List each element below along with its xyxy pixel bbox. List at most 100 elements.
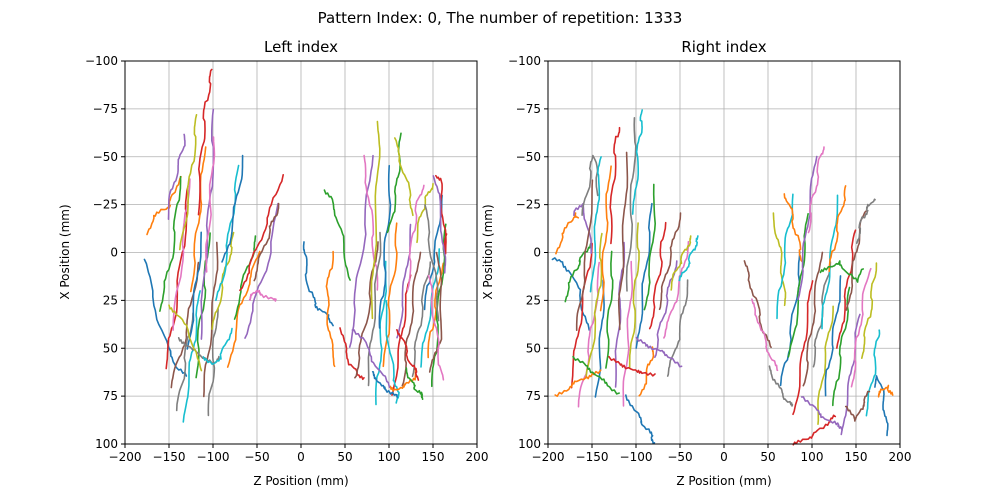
left-trajectory-line	[382, 222, 398, 368]
right-trajectory-line	[625, 394, 656, 445]
right-trajectory-line	[800, 396, 843, 431]
right-trajectory-line	[608, 355, 656, 377]
right-trajectory-line	[779, 251, 801, 387]
left-trajectory-line	[325, 250, 336, 368]
right-trajectory-line	[622, 260, 633, 407]
left-trajectory-line	[406, 184, 425, 291]
right-trajectory-line	[577, 261, 600, 408]
left-trajectory-line	[226, 250, 261, 368]
right-trajectory-line	[850, 267, 872, 388]
right-trajectory-line	[797, 155, 818, 301]
right-trajectory-line	[555, 212, 580, 255]
right-x-tick-label: 150	[845, 450, 868, 464]
left-trajectory-line	[302, 241, 334, 327]
left-trajectory-line	[339, 327, 365, 381]
right-trajectory-line	[819, 260, 864, 283]
right-trajectory-line	[678, 235, 699, 282]
right-y-ticks: −100 −75 −50 −25 0 25 50 75 100	[508, 54, 548, 451]
left-trajectory-line	[323, 189, 351, 281]
right-y-tick-label: 25	[526, 293, 541, 307]
right-trajectory-line	[783, 193, 803, 263]
right-y-tick-label: 75	[526, 389, 541, 403]
left-trajectory-line	[428, 251, 443, 373]
right-trajectory-line	[581, 154, 599, 216]
left-x-axis-label: Z Position (mm)	[253, 474, 348, 488]
right-trajectory-line	[828, 185, 847, 273]
left-trajectory-line	[424, 204, 440, 322]
right-trajectory-line	[663, 240, 690, 339]
left-trajectory-line	[375, 260, 387, 406]
left-trajectory-line	[363, 154, 379, 291]
right-x-tick-label: 100	[801, 450, 824, 464]
left-trajectory-line	[233, 235, 257, 320]
right-y-tick-label: −50	[516, 150, 541, 164]
right-trajectory-line	[666, 279, 689, 377]
right-trajectory-line	[743, 260, 772, 349]
left-trajectory-line	[370, 120, 381, 320]
left-trajectory-line	[351, 329, 391, 388]
right-trajectory-line	[670, 235, 692, 291]
left-index-plot: Left index −200 −150 −100 −50 0 50 100 150 200 −…	[58, 38, 488, 488]
right-trajectory-line	[792, 280, 814, 416]
left-trajectory-line	[388, 367, 417, 392]
left-trajectory-line	[146, 175, 182, 236]
left-trajectory-line	[244, 202, 279, 339]
left-trajectory-line	[378, 164, 392, 329]
suptitle: Pattern Index: 0, The number of repetiti…	[318, 9, 683, 27]
left-trajectory-line	[405, 367, 424, 400]
left-trajectories	[143, 68, 448, 423]
right-trajectory-line	[599, 165, 612, 312]
right-y-tick-label: 50	[526, 341, 541, 355]
left-trajectory-line	[182, 290, 201, 423]
right-trajectory-line	[551, 257, 590, 331]
right-trajectory-line	[772, 212, 787, 307]
right-trajectory-line	[658, 212, 682, 311]
left-x-tick-label: 50	[337, 450, 352, 464]
right-trajectory-line	[877, 384, 894, 398]
right-trajectory-line	[844, 390, 871, 422]
left-trajectory-line	[394, 137, 414, 217]
left-trajectory-line	[143, 258, 188, 377]
left-trajectory-line	[197, 68, 213, 216]
left-trajectory-line	[385, 300, 400, 404]
right-x-tick-label: −50	[667, 450, 692, 464]
right-y-tick-label: −25	[516, 198, 541, 212]
left-y-axis-label: X Position (mm)	[58, 204, 72, 299]
right-trajectory-line	[609, 126, 621, 245]
right-trajectory-line	[807, 146, 825, 234]
left-trajectory-line	[202, 327, 233, 366]
left-trajectory-line	[416, 182, 434, 244]
right-x-tick-label: 0	[720, 450, 728, 464]
left-trajectory-line	[248, 289, 277, 302]
right-trajectory-line	[635, 202, 653, 349]
right-trajectory-line	[575, 179, 594, 331]
right-trajectory-line	[628, 222, 640, 369]
left-trajectory-line	[190, 146, 207, 293]
left-y-tick-label: 0	[110, 246, 118, 260]
right-trajectory-line	[589, 156, 602, 293]
left-trajectory-line	[348, 154, 374, 348]
left-trajectory-line	[396, 223, 412, 339]
right-trajectory-line	[625, 117, 637, 292]
left-x-tick-label: 100	[378, 450, 401, 464]
left-trajectory-line	[179, 114, 198, 251]
left-trajectory-line	[159, 175, 182, 312]
right-trajectory-line	[573, 203, 592, 254]
right-y-tick-label: −100	[508, 54, 541, 68]
right-trajectory-line	[802, 251, 824, 387]
right-index-plot: Right index −200 −150 −100 −50 0 50 100 150 200 …	[481, 38, 911, 488]
right-trajectory-line	[817, 305, 834, 425]
right-plot-title: Right index	[681, 38, 766, 56]
right-trajectory-line	[564, 242, 592, 303]
right-trajectory-line	[865, 329, 881, 417]
right-x-tick-label: 200	[889, 450, 912, 464]
right-trajectory-line	[824, 275, 842, 397]
left-trajectory-line	[186, 231, 202, 350]
left-x-tick-label: −50	[244, 450, 269, 464]
left-x-ticks: −200 −150 −100 −50 0 50 100 150 200	[109, 444, 488, 464]
left-y-tick-label: −50	[93, 150, 118, 164]
left-x-tick-label: 0	[297, 450, 305, 464]
right-x-tick-label: −100	[620, 450, 653, 464]
left-y-tick-label: −25	[93, 198, 118, 212]
